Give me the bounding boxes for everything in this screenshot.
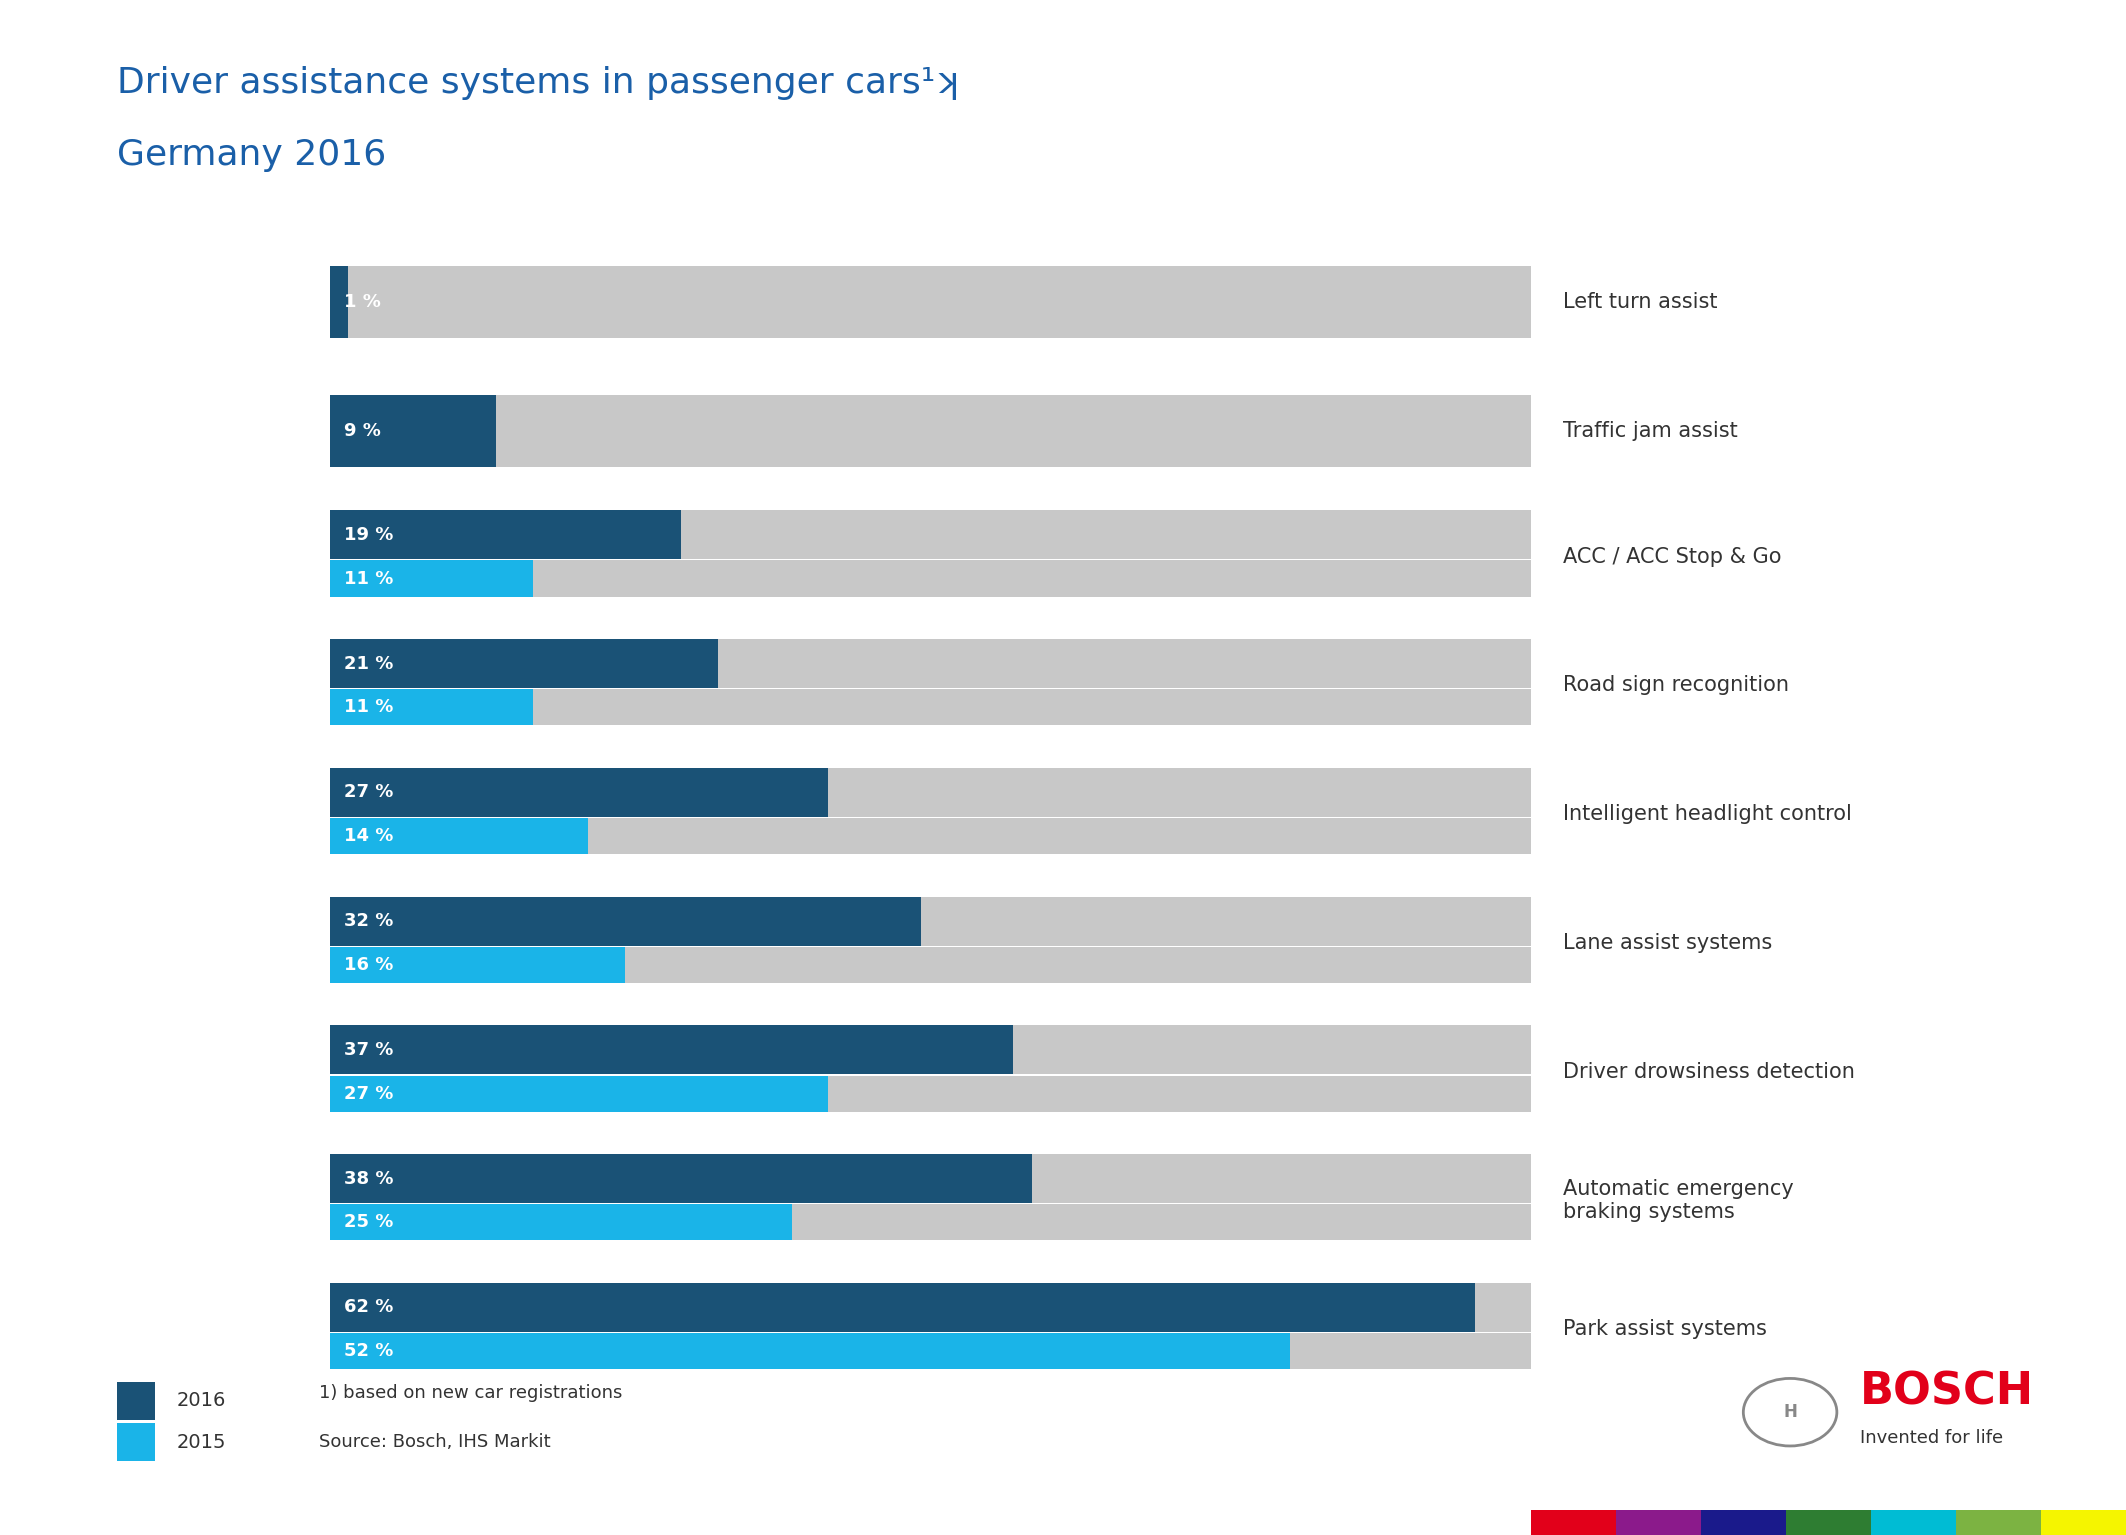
Text: 38 %: 38 % <box>344 1170 393 1188</box>
Text: 1 %: 1 % <box>344 293 381 312</box>
FancyBboxPatch shape <box>330 560 1531 597</box>
FancyBboxPatch shape <box>330 394 495 467</box>
Text: 21 %: 21 % <box>344 654 393 672</box>
Text: Invented for life: Invented for life <box>1860 1429 2003 1448</box>
Text: 32 %: 32 % <box>344 912 393 930</box>
Text: Intelligent headlight control: Intelligent headlight control <box>1563 804 1852 824</box>
Text: Lane assist systems: Lane assist systems <box>1563 933 1771 953</box>
FancyBboxPatch shape <box>330 510 1531 559</box>
FancyBboxPatch shape <box>330 560 534 597</box>
Text: 1) based on new car registrations: 1) based on new car registrations <box>319 1385 623 1401</box>
FancyBboxPatch shape <box>330 639 719 688</box>
Text: 19 %: 19 % <box>344 527 393 543</box>
FancyBboxPatch shape <box>1531 1510 1616 1535</box>
Text: 9 %: 9 % <box>344 422 381 441</box>
FancyBboxPatch shape <box>330 1025 1531 1074</box>
FancyBboxPatch shape <box>330 1154 1031 1203</box>
Text: Driver drowsiness detection: Driver drowsiness detection <box>1563 1062 1854 1082</box>
FancyBboxPatch shape <box>330 1332 1290 1369</box>
FancyBboxPatch shape <box>330 896 921 946</box>
FancyBboxPatch shape <box>330 689 1531 726</box>
Text: Driver assistance systems in passenger cars¹ʞ: Driver assistance systems in passenger c… <box>117 66 959 100</box>
Text: 2016: 2016 <box>176 1391 225 1411</box>
Text: Automatic emergency
braking systems: Automatic emergency braking systems <box>1563 1179 1794 1222</box>
FancyBboxPatch shape <box>117 1423 155 1461</box>
Text: 37 %: 37 % <box>344 1041 393 1059</box>
FancyBboxPatch shape <box>330 947 625 982</box>
FancyBboxPatch shape <box>1616 1510 1701 1535</box>
FancyBboxPatch shape <box>330 639 1531 688</box>
FancyBboxPatch shape <box>330 1076 829 1111</box>
Text: 2015: 2015 <box>176 1432 225 1452</box>
FancyBboxPatch shape <box>330 1283 1531 1332</box>
Text: 27 %: 27 % <box>344 1085 393 1102</box>
FancyBboxPatch shape <box>117 1382 155 1420</box>
FancyBboxPatch shape <box>330 768 1531 817</box>
FancyBboxPatch shape <box>330 510 680 559</box>
Text: ACC / ACC Stop & Go: ACC / ACC Stop & Go <box>1563 546 1782 566</box>
Text: BOSCH: BOSCH <box>1860 1371 2035 1414</box>
Text: 27 %: 27 % <box>344 783 393 801</box>
FancyBboxPatch shape <box>330 1205 1531 1240</box>
FancyBboxPatch shape <box>1701 1510 1786 1535</box>
FancyBboxPatch shape <box>330 266 1531 338</box>
FancyBboxPatch shape <box>330 818 1531 853</box>
FancyBboxPatch shape <box>330 266 349 338</box>
Text: 11 %: 11 % <box>344 698 393 717</box>
FancyBboxPatch shape <box>330 1154 1531 1203</box>
FancyBboxPatch shape <box>330 896 1531 946</box>
FancyBboxPatch shape <box>330 818 589 853</box>
Text: 11 %: 11 % <box>344 569 393 588</box>
FancyBboxPatch shape <box>330 1025 1014 1074</box>
FancyBboxPatch shape <box>330 768 829 817</box>
FancyBboxPatch shape <box>330 1283 1475 1332</box>
Text: H: H <box>1784 1403 1796 1421</box>
Text: 52 %: 52 % <box>344 1342 393 1360</box>
Text: Traffic jam assist: Traffic jam assist <box>1563 421 1737 441</box>
FancyBboxPatch shape <box>1871 1510 1956 1535</box>
FancyBboxPatch shape <box>330 689 534 726</box>
FancyBboxPatch shape <box>330 947 1531 982</box>
FancyBboxPatch shape <box>330 1076 1531 1111</box>
Text: Park assist systems: Park assist systems <box>1563 1319 1767 1339</box>
Text: Left turn assist: Left turn assist <box>1563 292 1718 312</box>
FancyBboxPatch shape <box>1956 1510 2041 1535</box>
Text: Germany 2016: Germany 2016 <box>117 138 387 172</box>
Text: 62 %: 62 % <box>344 1299 393 1317</box>
FancyBboxPatch shape <box>330 1205 791 1240</box>
Text: 25 %: 25 % <box>344 1213 393 1231</box>
Text: 14 %: 14 % <box>344 827 393 846</box>
Text: Source: Bosch, IHS Markit: Source: Bosch, IHS Markit <box>319 1434 551 1451</box>
FancyBboxPatch shape <box>330 394 1531 467</box>
FancyBboxPatch shape <box>1786 1510 1871 1535</box>
FancyBboxPatch shape <box>2041 1510 2126 1535</box>
Text: 16 %: 16 % <box>344 956 393 973</box>
FancyBboxPatch shape <box>330 1332 1531 1369</box>
Text: Road sign recognition: Road sign recognition <box>1563 675 1788 695</box>
